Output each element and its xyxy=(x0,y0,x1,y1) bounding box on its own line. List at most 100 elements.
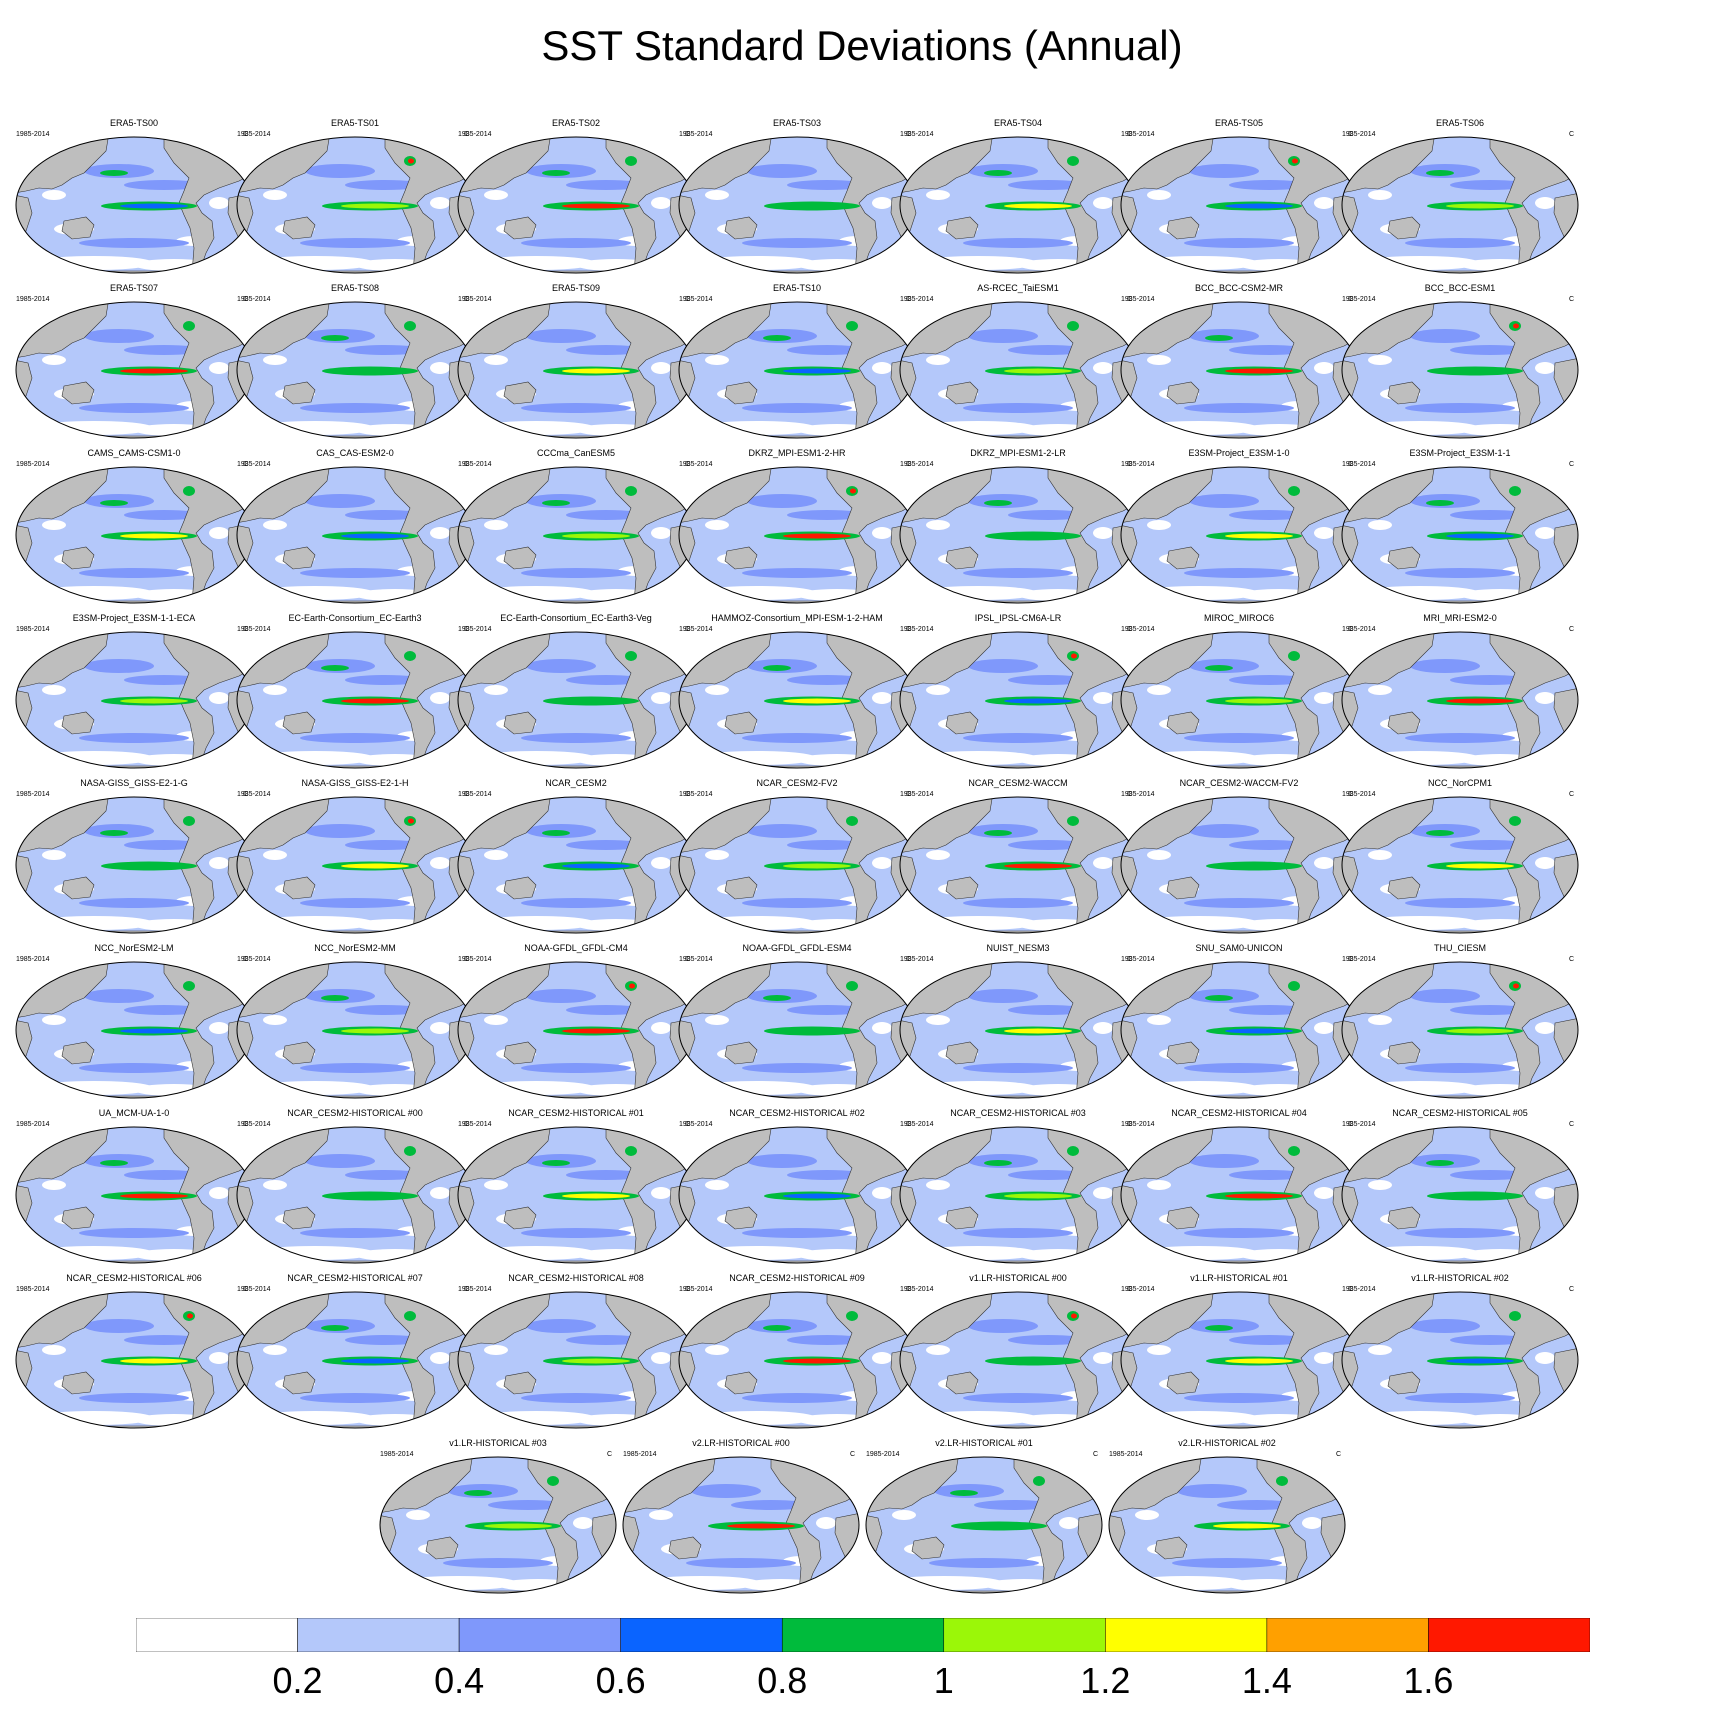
western-boundary-hotspot xyxy=(1288,981,1300,991)
panel-title: ERA5-TS09 xyxy=(551,283,601,293)
panel-title: NCAR_CESM2-WACCM xyxy=(968,778,1068,788)
land-mass xyxy=(724,381,758,405)
enso-tongue-core xyxy=(783,1193,851,1199)
land-mass xyxy=(503,1371,537,1395)
map-panel: NCAR_CESM2-WACCM 1985-2014 C xyxy=(898,778,1138,943)
panel-period: 1985-2014 xyxy=(900,1121,934,1128)
enso-tongue-core xyxy=(970,1523,1038,1529)
sst-band xyxy=(963,1393,1073,1403)
enso-tongue-core xyxy=(1004,1358,1072,1364)
low-variance-patch xyxy=(651,1352,671,1364)
low-variance-patch xyxy=(34,256,154,270)
sst-band xyxy=(124,180,204,190)
panel-title: NCAR_CESM2 xyxy=(545,778,607,788)
sst-band xyxy=(1184,1063,1294,1073)
colorbar-segment xyxy=(1428,1618,1590,1652)
sst-band xyxy=(1229,1005,1309,1015)
land-mass xyxy=(900,435,1136,438)
low-variance-patch xyxy=(926,850,950,860)
sst-band xyxy=(1008,840,1088,850)
world-map xyxy=(236,466,474,604)
low-variance-patch xyxy=(209,1022,229,1034)
sst-band xyxy=(345,675,425,685)
land-mass xyxy=(945,1041,979,1065)
land-mass xyxy=(282,216,316,240)
western-boundary-hotspot xyxy=(404,1311,416,1321)
enso-tongue-core xyxy=(1446,1028,1514,1034)
map-panel: NCC_NorESM2-LM 1985-2014 C xyxy=(14,943,254,1108)
low-variance-patch xyxy=(918,586,1038,600)
land-mass xyxy=(900,1260,1136,1263)
world-map xyxy=(899,1126,1137,1264)
colorbar-segment xyxy=(458,1618,621,1652)
low-variance-patch xyxy=(42,685,66,695)
enso-tongue-core xyxy=(1004,368,1072,374)
land-mass xyxy=(282,876,316,900)
panel-title: ERA5-TS04 xyxy=(993,118,1043,128)
land-mass xyxy=(1387,546,1421,570)
western-boundary-hotspot-core xyxy=(850,488,856,494)
land-mass xyxy=(724,1041,758,1065)
world-map xyxy=(236,631,474,769)
colorbar-segment xyxy=(781,1618,945,1652)
panel-title: v2.LR-HISTORICAL #00 xyxy=(692,1438,790,1448)
land-mass xyxy=(16,930,252,933)
low-variance-patch xyxy=(476,256,596,270)
low-variance-patch xyxy=(255,1411,375,1425)
sst-band xyxy=(300,733,410,743)
map-panel: BCC_BCC-ESM1 1985-2014 C xyxy=(1340,283,1580,448)
sst-band xyxy=(521,568,631,578)
low-variance-patch xyxy=(705,190,729,200)
panel-unit: C xyxy=(1126,956,1132,963)
colorbar-tick-label: 0.6 xyxy=(595,1660,646,1701)
panel-period: 1985-2014 xyxy=(458,461,492,468)
panel-period: 1985-2014 xyxy=(679,791,713,798)
low-variance-patch xyxy=(918,1411,1038,1425)
panel-period: 1985-2014 xyxy=(1342,1121,1376,1128)
enso-tongue-core xyxy=(1213,1523,1281,1529)
sst-band xyxy=(742,898,852,908)
world-map xyxy=(865,1456,1103,1594)
land-mass xyxy=(1121,1095,1357,1098)
low-variance-patch xyxy=(1535,1187,1555,1199)
panel-title: NCAR_CESM2-HISTORICAL #03 xyxy=(950,1108,1086,1118)
land-mass xyxy=(623,1590,859,1593)
world-map xyxy=(678,466,916,604)
panel-title: DKRZ_MPI-ESM1-2-HR xyxy=(748,448,846,458)
low-variance-patch xyxy=(651,362,671,374)
low-variance-patch xyxy=(255,586,375,600)
land-mass xyxy=(1121,270,1357,273)
map-panel: NCAR_CESM2-HISTORICAL #03 1985-2014 C xyxy=(898,1108,1138,1273)
sst-band xyxy=(488,1500,568,1510)
map-panel: NCAR_CESM2-HISTORICAL #00 1985-2014 C xyxy=(235,1108,475,1273)
western-boundary-hotspot xyxy=(1509,1311,1521,1321)
map-panel: NOAA-GFDL_GFDL-ESM4 1985-2014 C xyxy=(677,943,917,1108)
panel-title: E3SM-Project_E3SM-1-0 xyxy=(1188,448,1290,458)
low-variance-patch xyxy=(209,857,229,869)
low-variance-patch xyxy=(263,685,287,695)
low-variance-patch xyxy=(697,1246,817,1260)
sst-band xyxy=(787,675,867,685)
low-variance-patch xyxy=(1368,190,1392,200)
sst-band xyxy=(1008,345,1088,355)
enso-tongue-core xyxy=(562,1193,630,1199)
map-panel: NCAR_CESM2-HISTORICAL #01 1985-2014 C xyxy=(456,1108,696,1273)
low-variance-patch xyxy=(918,751,1038,765)
world-map xyxy=(1120,466,1358,604)
map-panel: E3SM-Project_E3SM-1-1 1985-2014 C xyxy=(1340,448,1580,613)
sst-band xyxy=(526,329,596,343)
enso-tongue-core xyxy=(1225,1358,1293,1364)
panel-period: 1985-2014 xyxy=(1342,131,1376,138)
low-variance-patch xyxy=(1093,1352,1113,1364)
low-variance-patch xyxy=(263,520,287,530)
western-boundary-hotspot xyxy=(846,1311,858,1321)
land-mass xyxy=(945,1206,979,1230)
low-variance-patch xyxy=(697,1081,817,1095)
low-variance-patch xyxy=(1147,190,1171,200)
sst-band xyxy=(1229,180,1309,190)
map-panel: ERA5-TS08 1985-2014 C xyxy=(235,283,475,448)
map-panel: THU_CIESM 1985-2014 C xyxy=(1340,943,1580,1108)
sst-band xyxy=(747,164,817,178)
panel-period: 1985-2014 xyxy=(1121,1121,1155,1128)
sst-band xyxy=(1184,238,1294,248)
